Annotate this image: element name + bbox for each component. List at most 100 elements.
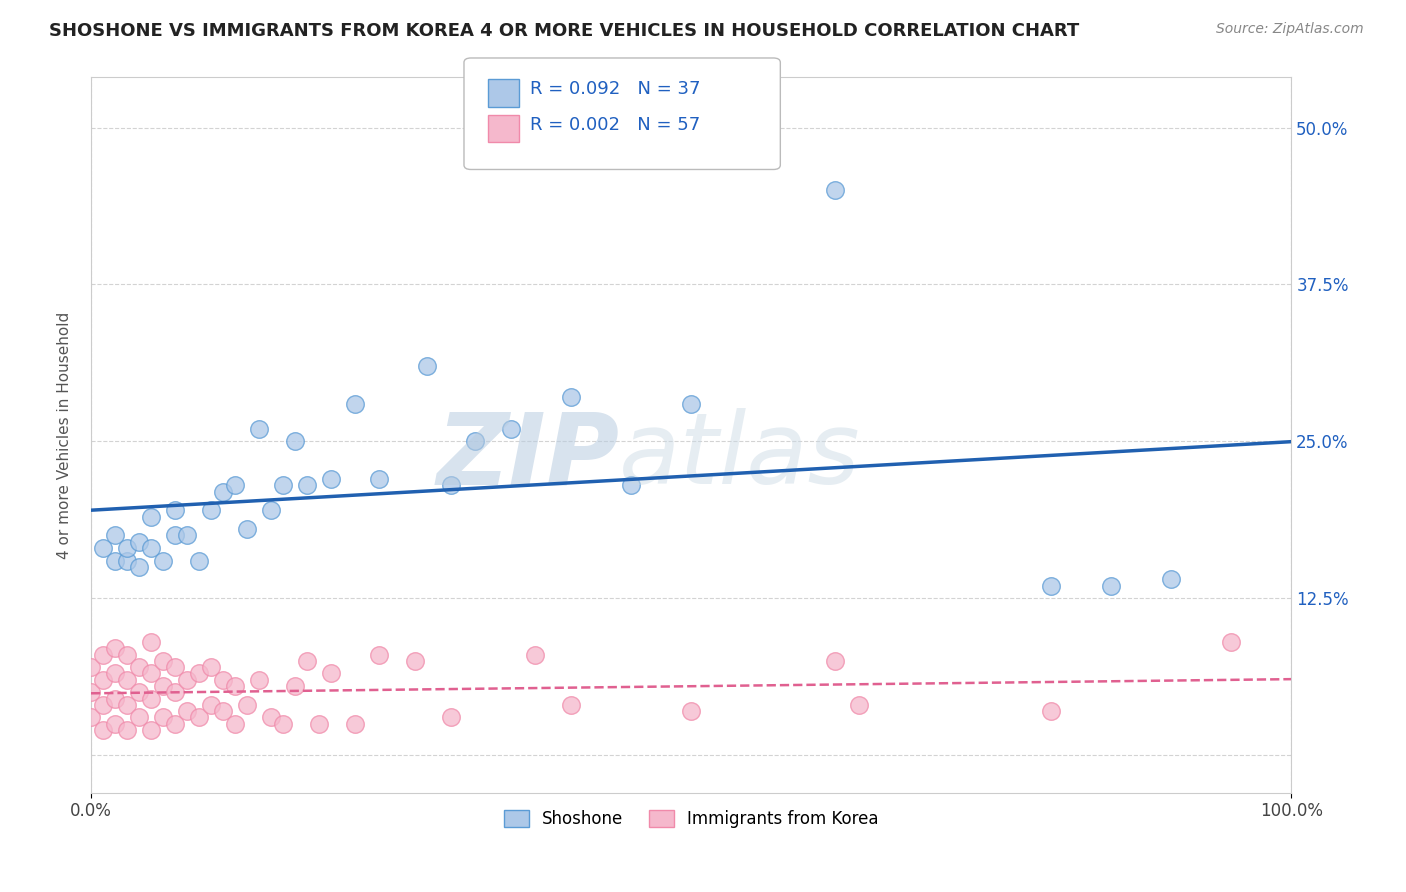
Point [271,716,294,731]
Point [344,397,367,411]
Text: atlas: atlas [619,408,860,505]
Point [91,723,114,737]
Point [128,559,150,574]
Point [212,704,235,718]
Point [200,660,222,674]
Point [236,698,259,712]
Point [152,679,174,693]
Point [1040,704,1063,718]
Point [176,528,198,542]
Point [139,723,162,737]
Point [91,698,114,712]
Point [440,710,463,724]
Point [176,673,198,687]
Point [104,553,127,567]
Point [104,691,127,706]
Point [188,666,211,681]
Point [681,704,703,718]
Text: ZIP: ZIP [436,408,619,505]
Point [128,660,150,674]
Point [295,478,318,492]
Point [848,698,870,712]
Point [139,541,162,555]
Point [200,698,222,712]
Point [1040,579,1063,593]
Point [295,654,318,668]
Point [163,660,186,674]
Point [1220,635,1243,649]
Point [284,679,307,693]
Point [91,541,114,555]
Point [560,391,582,405]
Point [824,654,846,668]
Point [224,478,246,492]
Point [1099,579,1122,593]
Point [163,685,186,699]
Point [115,541,138,555]
Point [319,472,342,486]
Point [368,472,391,486]
Point [224,716,246,731]
Point [152,553,174,567]
Point [163,503,186,517]
Point [104,641,127,656]
Point [499,422,522,436]
Point [80,660,103,674]
Point [824,183,846,197]
Point [1160,572,1182,586]
Point [104,528,127,542]
Point [128,710,150,724]
Point [681,397,703,411]
Point [620,478,643,492]
Point [224,679,246,693]
Point [344,716,367,731]
Point [404,654,426,668]
Point [176,704,198,718]
Point [524,648,547,662]
Point [115,698,138,712]
Point [236,522,259,536]
Point [464,434,486,449]
Point [104,666,127,681]
Point [152,710,174,724]
Point [416,359,439,373]
Point [128,685,150,699]
Point [115,673,138,687]
Point [104,716,127,731]
Point [212,673,235,687]
Point [115,648,138,662]
Point [163,528,186,542]
Point [188,553,211,567]
Point [560,698,582,712]
Point [163,716,186,731]
Point [91,673,114,687]
Point [308,716,330,731]
Point [188,710,211,724]
Text: Source: ZipAtlas.com: Source: ZipAtlas.com [1216,22,1364,37]
Point [284,434,307,449]
Point [115,553,138,567]
Y-axis label: 4 or more Vehicles in Household: 4 or more Vehicles in Household [58,311,72,558]
Point [152,654,174,668]
Point [128,534,150,549]
Point [139,691,162,706]
Point [247,673,270,687]
Point [440,478,463,492]
Point [115,723,138,737]
Legend: Shoshone, Immigrants from Korea: Shoshone, Immigrants from Korea [498,803,884,834]
Point [247,422,270,436]
Point [80,685,103,699]
Text: R = 0.092   N = 37: R = 0.092 N = 37 [530,80,700,98]
Point [212,484,235,499]
Point [139,509,162,524]
Point [80,710,103,724]
Point [368,648,391,662]
Point [139,666,162,681]
Point [271,478,294,492]
Point [260,710,283,724]
Point [139,635,162,649]
Point [260,503,283,517]
Text: SHOSHONE VS IMMIGRANTS FROM KOREA 4 OR MORE VEHICLES IN HOUSEHOLD CORRELATION CH: SHOSHONE VS IMMIGRANTS FROM KOREA 4 OR M… [49,22,1080,40]
Point [91,648,114,662]
Point [200,503,222,517]
